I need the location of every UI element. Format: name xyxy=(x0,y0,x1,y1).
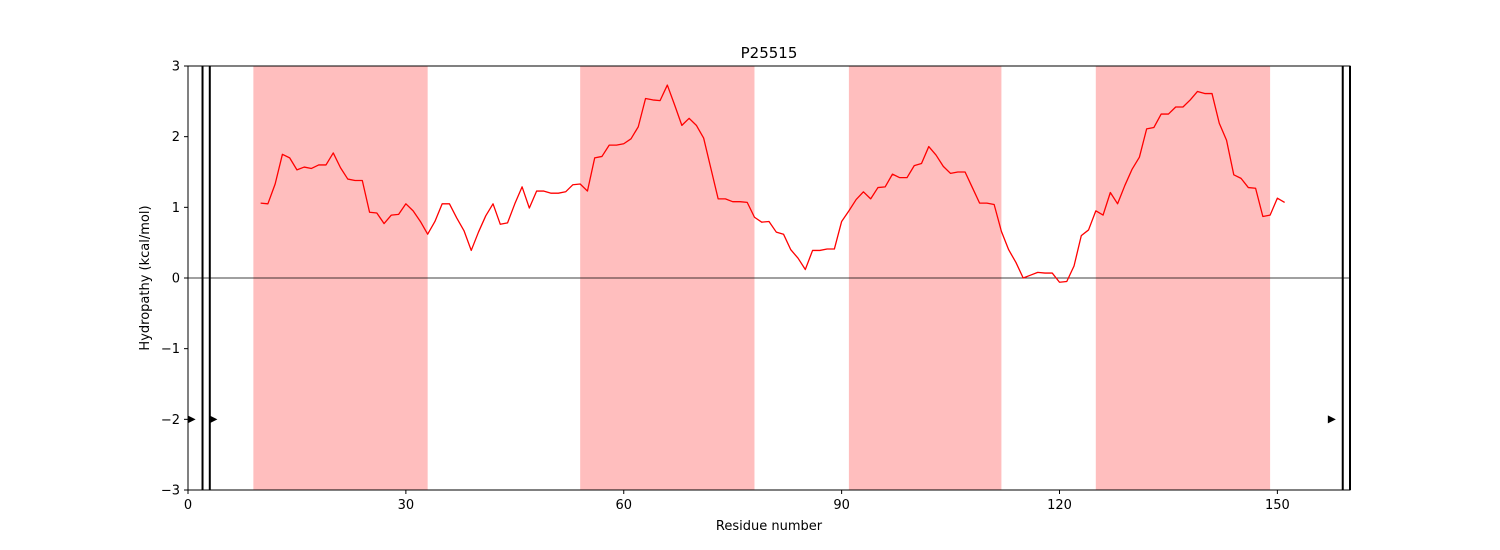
y-tick-label: 1 xyxy=(172,201,180,216)
y-tick-label: −1 xyxy=(161,342,180,357)
y-axis-ticks: −3 −2 −1 0 1 2 3 xyxy=(161,60,188,499)
x-tick-label: 120 xyxy=(1047,498,1072,513)
x-axis-label: Residue number xyxy=(716,519,823,534)
x-tick-label: 150 xyxy=(1265,498,1290,513)
x-tick-label: 90 xyxy=(833,498,850,513)
y-tick-label: 0 xyxy=(172,272,180,287)
triangle-marker-1 xyxy=(187,415,196,424)
x-axis-ticks: 0 30 60 90 120 150 xyxy=(184,490,1290,513)
x-tick-label: 30 xyxy=(398,498,415,513)
y-tick-label: −2 xyxy=(161,413,180,428)
triangle-marker-2 xyxy=(209,415,218,424)
chart-title: P25515 xyxy=(741,44,798,62)
hydropathy-series-line xyxy=(260,84,1285,283)
y-tick-label: 2 xyxy=(172,130,180,145)
x-tick-label: 60 xyxy=(615,498,632,513)
x-tick-label: 0 xyxy=(184,498,192,513)
triangle-marker-3 xyxy=(1327,415,1336,424)
strand-markers xyxy=(187,415,1336,424)
y-tick-label: 3 xyxy=(172,60,180,75)
y-axis-label: Hydropathy (kcal/mol) xyxy=(138,205,153,350)
y-tick-label: −3 xyxy=(161,484,180,499)
